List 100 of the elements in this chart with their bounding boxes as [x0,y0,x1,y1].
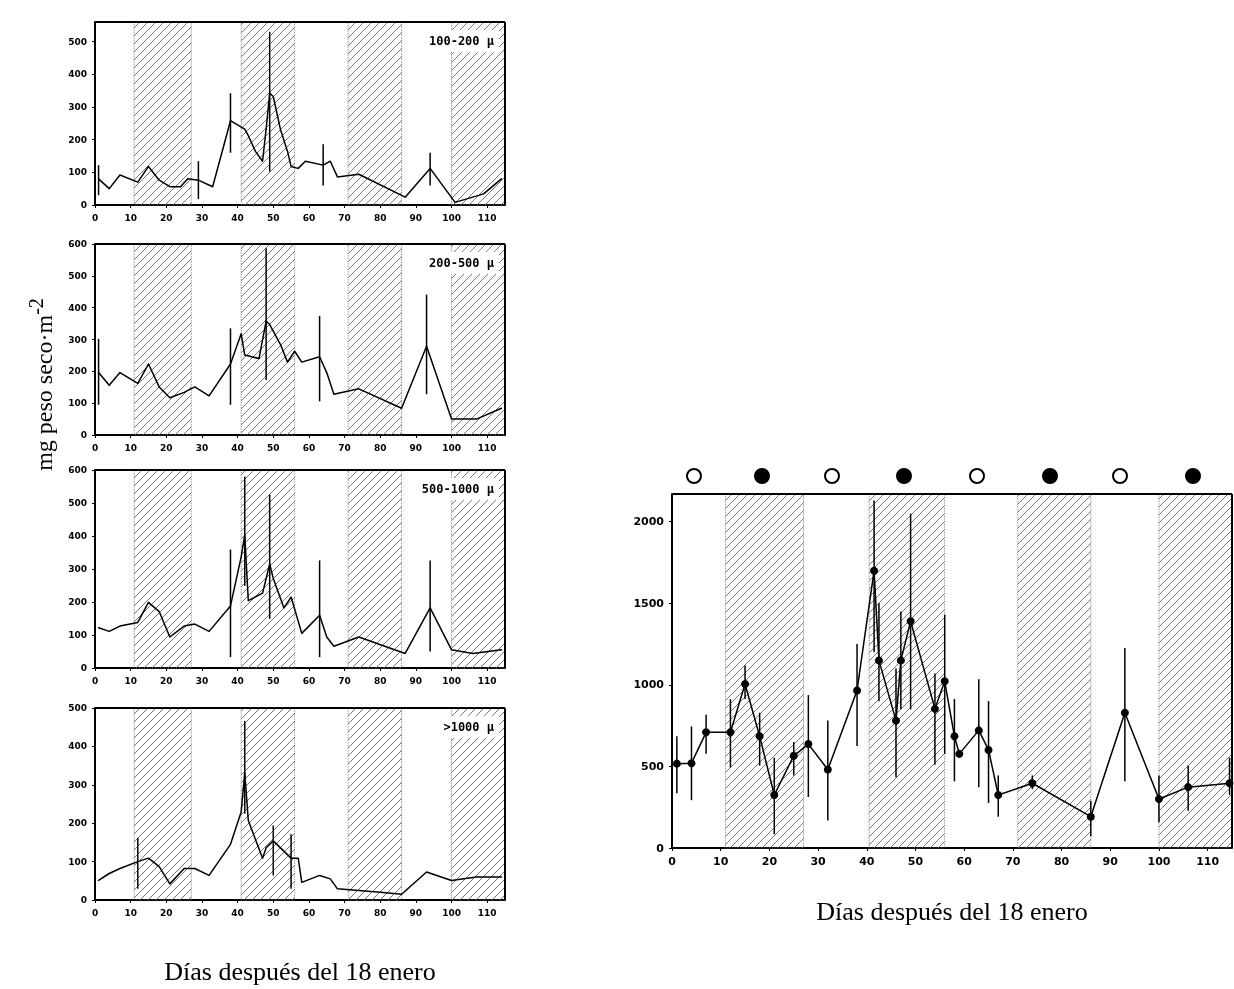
text: 500-1000 µ [421,482,494,496]
point [896,656,905,665]
y-tick-label: 400 [68,69,87,80]
point [672,759,681,768]
y-tick-label: 200 [68,134,87,145]
point [950,732,959,741]
point [1154,795,1163,804]
x-tick-label: 100 [442,907,461,918]
x-tick-label: 100 [442,442,461,453]
x-tick-label: 0 [91,675,99,686]
y-tick-label: 100 [68,398,87,409]
point [823,765,832,774]
x-tick-label: 90 [409,907,423,918]
x-tick-label: 40 [231,212,244,223]
x-tick-label: 90 [1102,855,1119,868]
y-tick-label: 500 [68,270,87,281]
y-tick-label: 500 [68,36,87,47]
y-tick-label: 0 [80,663,87,673]
x-tick-label: 80 [1053,855,1070,868]
x-tick-label: 30 [195,442,209,453]
y-tick-label: 300 [68,564,87,574]
y-tick-label: 500 [68,703,87,713]
x-tick-label: 50 [907,855,924,868]
point [1086,812,1095,821]
x-tick-label: 110 [477,442,497,453]
x-tick-label: 0 [91,442,99,453]
x-tick-label: 0 [91,907,99,918]
x-tick-label: 110 [477,212,497,223]
x-tick-label: 20 [160,675,173,686]
x-tick-label: 50 [267,442,280,453]
x-tick-label: 60 [956,855,973,868]
point [1028,779,1037,788]
x-tick-label: 70 [1005,855,1021,868]
x-tick-label: 90 [409,675,423,686]
x-tick-label: 60 [302,442,316,453]
point [974,726,983,735]
x-tick-label: 20 [160,212,173,223]
x-tick-label: 40 [231,675,244,686]
x-tick-label: 50 [267,675,280,686]
x-tick-label: 110 [1196,855,1220,868]
point [984,745,993,754]
y-tick-label: 2000 [633,515,665,529]
x-tick-label: 60 [302,212,316,223]
x-tick-label: 100 [442,675,461,686]
x-tick-label: 90 [409,212,423,223]
point [906,617,915,626]
point [874,656,883,665]
x-tick-label: 10 [124,907,137,918]
x-axis-title: Días después del 18 enero [816,896,1088,926]
y-tick-label: 400 [68,302,87,313]
x-tick-label: 20 [160,907,173,918]
y-tick-label: 1500 [633,596,665,610]
x-tick-label: 110 [477,675,497,686]
x-tick-label: 100 [442,212,461,223]
x-tick-label: 30 [195,907,209,918]
x-tick-label: 20 [761,855,778,868]
x-tick-label: 30 [195,675,209,686]
text: >1000 µ [443,720,495,734]
x-tick-label: 110 [477,907,497,918]
y-tick-label: 0 [80,200,87,210]
x-tick-label: 30 [810,855,827,868]
point [892,716,900,725]
y-tick-label: 500 [641,759,665,773]
point [741,680,750,689]
x-tick-label: 40 [231,442,244,453]
y-tick-label: 400 [68,741,87,752]
point [789,751,798,760]
y-tick-label: 600 [68,239,87,249]
x-tick-label: 10 [124,212,137,223]
x-tick-label: 0 [91,212,99,223]
point [687,759,696,768]
y-tick-label: 300 [68,334,87,345]
y-tick-label: 600 [68,465,87,475]
x-tick-label: 50 [267,907,280,918]
x-tick-label: 70 [338,442,351,453]
point [702,728,711,737]
x-tick-label: 100 [1147,855,1171,868]
x-tick-label: 10 [124,442,137,453]
point [853,686,862,695]
y-tick-label: 0 [656,841,665,855]
point [940,677,949,686]
y-tick-label: 200 [68,818,87,829]
y-tick-label: 200 [68,597,87,607]
y-tick-label: 0 [80,895,87,905]
point [1184,783,1193,792]
point [804,740,813,749]
y-tick-label: 300 [68,779,87,790]
point [1120,708,1129,717]
point [955,749,964,758]
y-tick-label: 0 [80,430,87,440]
y-tick-label: 100 [68,167,87,178]
x-tick-label: 90 [409,442,423,453]
x-axis-title: Días después del 18 enero [164,956,436,986]
point [755,732,764,741]
x-tick-label: 70 [338,907,351,918]
x-tick-label: 70 [338,675,351,686]
point [930,704,939,713]
x-tick-label: 20 [160,442,173,453]
y-tick-label: 200 [68,366,87,377]
x-tick-label: 0 [668,855,677,868]
